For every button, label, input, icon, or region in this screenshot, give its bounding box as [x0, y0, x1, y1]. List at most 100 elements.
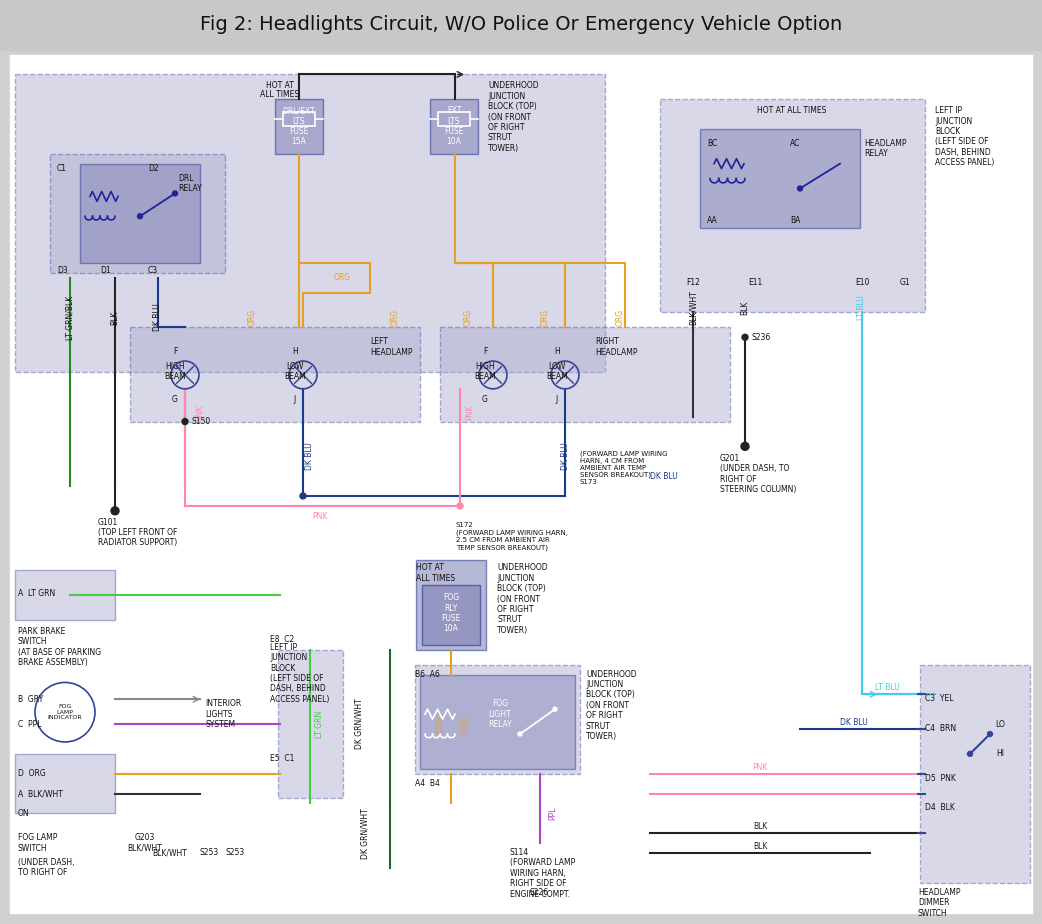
Text: LT GRN/BLK: LT GRN/BLK — [66, 296, 74, 339]
Text: BA: BA — [790, 216, 800, 225]
Text: S236: S236 — [752, 333, 771, 342]
Text: BLK/WHT: BLK/WHT — [152, 848, 188, 857]
Text: HEADLAMP
DIMMER
SWITCH: HEADLAMP DIMMER SWITCH — [918, 888, 961, 918]
Text: LT BLU: LT BLU — [858, 295, 867, 320]
Text: G101: G101 — [98, 517, 118, 527]
Text: G201: G201 — [720, 455, 740, 463]
Text: LOW
BEAM: LOW BEAM — [546, 362, 568, 382]
Text: DK BLU: DK BLU — [650, 471, 677, 480]
Text: DK BLU: DK BLU — [305, 443, 315, 470]
Text: S253: S253 — [225, 848, 244, 857]
Text: HI: HI — [996, 749, 1004, 759]
Text: BLK: BLK — [752, 822, 767, 832]
Bar — [420, 675, 575, 769]
FancyBboxPatch shape — [660, 99, 925, 312]
Text: ORG: ORG — [436, 715, 445, 733]
Text: E11: E11 — [748, 278, 762, 287]
Circle shape — [111, 507, 119, 515]
Text: (UNDER DASH,
TO RIGHT OF: (UNDER DASH, TO RIGHT OF — [18, 858, 74, 878]
Bar — [700, 129, 860, 228]
Text: ORG: ORG — [461, 715, 470, 733]
Text: EXT
LTS
FUSE
10A: EXT LTS FUSE 10A — [444, 106, 464, 146]
Text: (FORWARD LAMP WIRING
HARN, 4 CM FROM
AMBIENT AIR TEMP
SENSOR BREAKOUT)
S173: (FORWARD LAMP WIRING HARN, 4 CM FROM AMB… — [580, 450, 668, 485]
Text: F: F — [482, 347, 488, 356]
Circle shape — [968, 751, 972, 757]
Text: BLK: BLK — [110, 310, 120, 324]
Text: ON: ON — [18, 808, 29, 818]
Text: A4  B4: A4 B4 — [415, 779, 440, 787]
Bar — [416, 561, 486, 650]
Circle shape — [518, 732, 522, 736]
Text: H: H — [554, 347, 560, 356]
Text: G1: G1 — [899, 278, 911, 287]
Text: F: F — [173, 347, 177, 356]
Text: HIGH
BEAM: HIGH BEAM — [474, 362, 496, 382]
Circle shape — [457, 503, 463, 509]
Text: PNK: PNK — [752, 762, 768, 772]
Text: UNDERHOOD
JUNCTION
BLOCK (TOP)
(ON FRONT
OF RIGHT
STRUT
TOWER): UNDERHOOD JUNCTION BLOCK (TOP) (ON FRONT… — [497, 564, 548, 635]
FancyBboxPatch shape — [15, 75, 605, 372]
Bar — [283, 112, 315, 126]
FancyBboxPatch shape — [130, 327, 420, 421]
Text: ORG: ORG — [541, 309, 549, 326]
Text: F12: F12 — [686, 278, 700, 287]
Text: B  GRY: B GRY — [18, 695, 44, 704]
Text: (UNDER DASH, TO
RIGHT OF
STEERING COLUMN): (UNDER DASH, TO RIGHT OF STEERING COLUMN… — [720, 464, 796, 494]
Text: (TOP LEFT FRONT OF
RADIATOR SUPPORT): (TOP LEFT FRONT OF RADIATOR SUPPORT) — [98, 528, 177, 547]
FancyBboxPatch shape — [278, 650, 343, 798]
Text: S114
(FORWARD LAMP
WIRING HARN,
RIGHT SIDE OF
ENGINE COMPT.: S114 (FORWARD LAMP WIRING HARN, RIGHT SI… — [510, 848, 575, 899]
Text: FOG
LAMP
INDICATOR: FOG LAMP INDICATOR — [48, 704, 82, 721]
Text: C3  YEL: C3 YEL — [925, 694, 953, 703]
Text: FOG
RLY
FUSE
10A: FOG RLY FUSE 10A — [442, 593, 461, 633]
Text: G: G — [482, 395, 488, 404]
Text: S226: S226 — [530, 888, 549, 897]
FancyBboxPatch shape — [50, 153, 225, 273]
Text: HIGH
BEAM: HIGH BEAM — [165, 362, 185, 382]
Text: C1: C1 — [57, 164, 67, 173]
Circle shape — [742, 334, 748, 340]
Circle shape — [553, 707, 557, 711]
FancyBboxPatch shape — [920, 664, 1029, 882]
Text: A  BLK/WHT: A BLK/WHT — [18, 789, 63, 798]
Text: FOG LAMP
SWITCH: FOG LAMP SWITCH — [18, 833, 57, 853]
Bar — [422, 585, 480, 645]
Text: PPL: PPL — [548, 807, 557, 821]
Text: C3: C3 — [148, 266, 158, 274]
Text: H: H — [292, 347, 298, 356]
FancyBboxPatch shape — [15, 754, 115, 813]
Text: PARK BRAKE
SWITCH
(AT BASE OF PARKING
BRAKE ASSEMBLY): PARK BRAKE SWITCH (AT BASE OF PARKING BR… — [18, 626, 101, 667]
Bar — [275, 99, 323, 153]
Text: J: J — [294, 395, 296, 404]
FancyBboxPatch shape — [415, 664, 580, 773]
Text: PNK: PNK — [313, 512, 327, 521]
Text: DRL/EXT
LTS
FUSE
15A: DRL/EXT LTS FUSE 15A — [282, 106, 316, 146]
Text: PNK: PNK — [466, 405, 474, 420]
Text: DK GRN/WHT: DK GRN/WHT — [355, 699, 364, 749]
Text: HEADLAMP
RELAY: HEADLAMP RELAY — [864, 139, 907, 158]
Bar — [0, 0, 1042, 50]
Text: UNDERHOOD
JUNCTION
BLOCK (TOP)
(ON FRONT
OF RIGHT
STRUT
TOWER): UNDERHOOD JUNCTION BLOCK (TOP) (ON FRONT… — [586, 670, 637, 741]
Text: DK GRN/WHT: DK GRN/WHT — [361, 808, 370, 858]
Text: AA: AA — [708, 216, 718, 225]
Text: (FORWARD LAMP WIRING HARN,
2.5 CM FROM AMBIENT AIR
TEMP SENSOR BREAKOUT): (FORWARD LAMP WIRING HARN, 2.5 CM FROM A… — [456, 529, 568, 551]
Text: G203
BLK/WHT: G203 BLK/WHT — [127, 833, 163, 853]
Text: S172: S172 — [456, 522, 474, 528]
Circle shape — [741, 443, 749, 450]
Text: BC: BC — [708, 139, 717, 148]
Text: DK BLU: DK BLU — [153, 304, 163, 332]
Text: B6  A6: B6 A6 — [415, 670, 440, 678]
Text: LO: LO — [995, 720, 1004, 729]
Text: ORG: ORG — [248, 309, 256, 326]
Circle shape — [173, 191, 177, 196]
Text: HOT AT ALL TIMES: HOT AT ALL TIMES — [758, 106, 826, 116]
Text: DK BLU: DK BLU — [561, 443, 570, 470]
Text: HOT AT
ALL TIMES: HOT AT ALL TIMES — [416, 564, 455, 583]
Circle shape — [988, 732, 992, 736]
Circle shape — [138, 213, 143, 219]
Text: S150: S150 — [192, 417, 212, 426]
Text: ORG: ORG — [464, 309, 472, 326]
Text: BLK: BLK — [741, 300, 749, 315]
Text: C4  BRN: C4 BRN — [925, 724, 957, 733]
Text: J: J — [555, 395, 559, 404]
Text: D  ORG: D ORG — [18, 769, 46, 778]
